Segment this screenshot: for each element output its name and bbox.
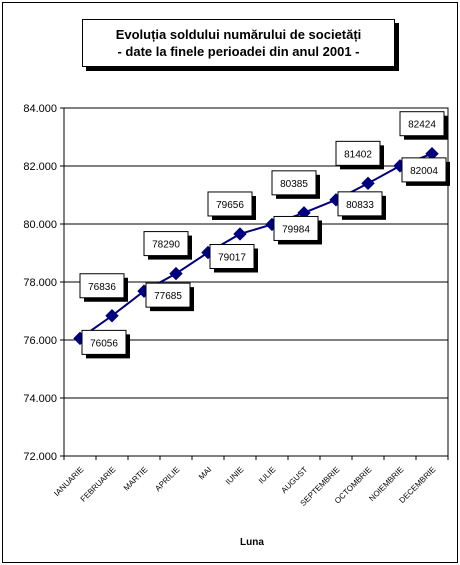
data-label: 80833 <box>346 200 374 211</box>
y-tick-label: 82.000 <box>23 161 57 173</box>
data-label: 79017 <box>218 253 246 264</box>
y-tick-label: 76.000 <box>23 335 57 347</box>
y-tick-label: 84.000 <box>23 103 57 115</box>
data-label-box <box>145 282 191 308</box>
data-label-box <box>81 329 127 355</box>
data-point <box>361 176 375 191</box>
x-tick-label: IUNIE <box>224 465 245 486</box>
x-axis-label: Luna <box>240 537 264 548</box>
data-point <box>233 227 247 241</box>
data-label-box <box>209 244 255 270</box>
data-label-box <box>337 191 383 217</box>
data-label: 79656 <box>216 200 244 211</box>
data-label-box <box>401 157 447 183</box>
data-label: 78290 <box>152 240 180 251</box>
data-label: 76056 <box>90 338 118 349</box>
x-tick-label: IULIE <box>257 465 278 486</box>
data-point <box>169 266 183 281</box>
data-label-box <box>143 231 189 257</box>
x-tick-label: MARTIE <box>122 465 150 493</box>
data-label: 76836 <box>88 282 116 293</box>
data-label: 81402 <box>344 149 372 160</box>
data-point <box>105 309 119 323</box>
data-label-box <box>271 170 317 196</box>
y-tick-label: 74.000 <box>23 393 57 405</box>
chart-title-line-2: - date la finele perioadei din anul 2001… <box>117 44 360 59</box>
x-tick-label: AUGUST <box>279 465 309 495</box>
data-label-box <box>273 215 319 241</box>
series-line <box>79 152 433 340</box>
data-label: 82424 <box>408 120 436 131</box>
data-label-box <box>335 140 381 166</box>
chart-title-box: Evoluția soldului numărului de societăți… <box>82 19 395 67</box>
chart-title-line-1: Evoluția soldului numărului de societăți <box>115 27 362 42</box>
y-tick-label: 78.000 <box>23 277 57 289</box>
data-label-box <box>207 191 253 217</box>
x-tick-label: APRILIE <box>153 465 181 493</box>
x-tick-label: IANUARIE <box>52 465 85 498</box>
data-label: 77685 <box>154 291 182 302</box>
data-label: 82004 <box>410 166 438 177</box>
data-label-box <box>79 273 125 299</box>
x-tick-label: MAI <box>197 465 213 481</box>
data-label: 79984 <box>282 224 310 235</box>
data-label: 80385 <box>280 179 308 190</box>
y-tick-label: 72.000 <box>23 451 57 463</box>
y-tick-label: 80.000 <box>23 219 57 231</box>
data-label-box <box>399 111 445 137</box>
